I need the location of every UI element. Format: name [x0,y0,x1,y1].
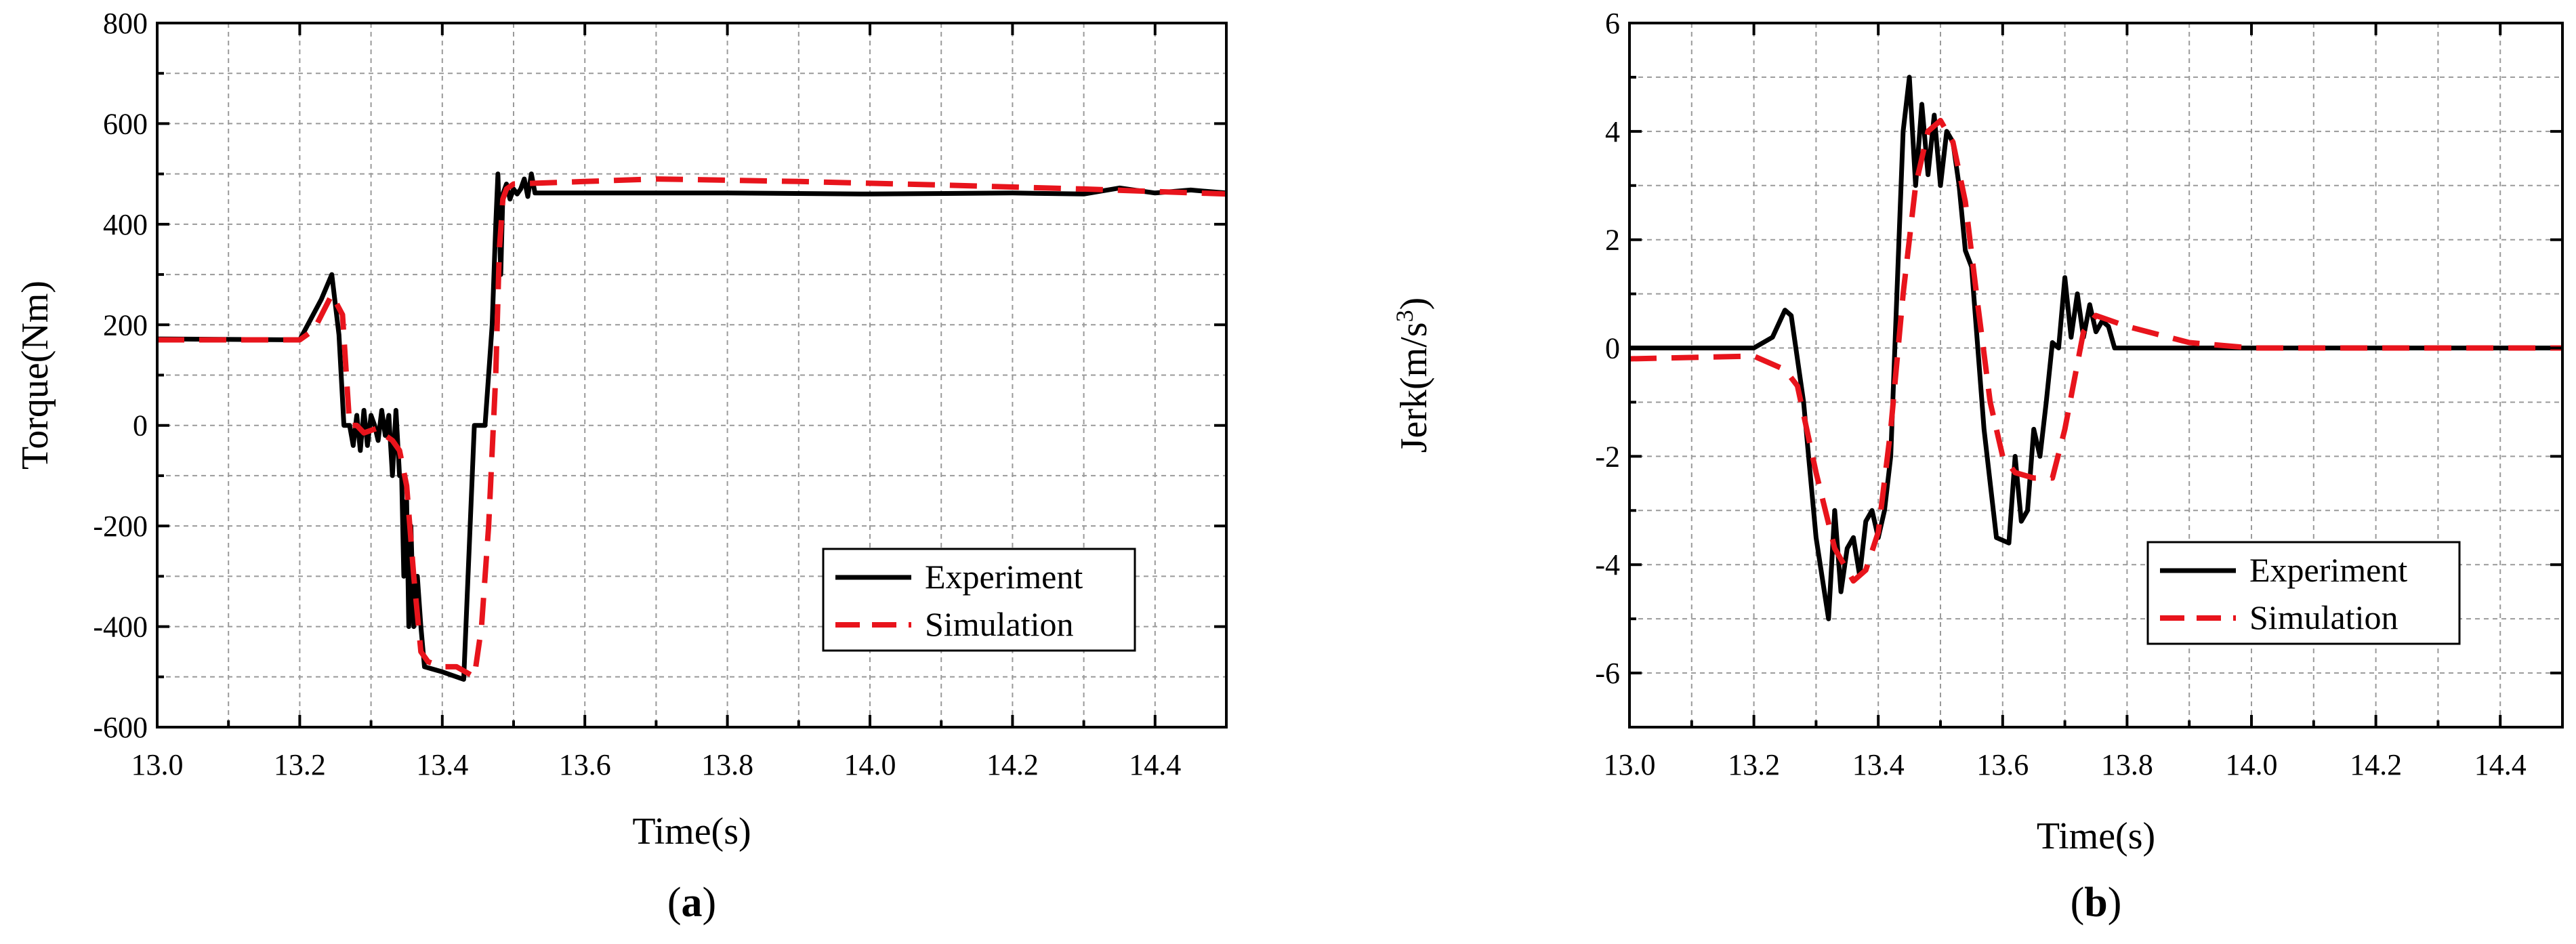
panel-a-y-tick-label: 400 [103,208,148,241]
panel-a-x-axis-title: Time(s) [632,810,751,853]
panel-a-x-tick-label: 14.0 [844,748,896,781]
panel-a-x-tick-label: 13.0 [131,748,184,781]
panel-b-legend: Experiment Simulation [2146,541,2461,645]
panel-a-y-tick-label: 0 [133,409,148,443]
panel-a-series-simulation [157,176,1227,680]
panel-b-x-tick-labels: 13.0 13.2 13.4 13.6 13.8 14.0 14.2 14.4 [1604,748,2527,781]
panel-b-legend-label-simulation: Simulation [2249,598,2398,636]
panel-b-series-experiment [1629,75,2562,621]
panel-b-x-tick-label: 14.4 [2474,748,2527,781]
panel-b-x-tick-label: 14.2 [2350,748,2402,781]
panel-a-y-tick-labels: -600 -400 -200 0 200 400 600 800 [93,7,148,744]
panel-b-x-axis-title: Time(s) [2037,815,2155,857]
panel-b-y-tick-label: -4 [1595,548,1620,581]
panel-a-x-tick-labels: 13.0 13.2 13.4 13.6 13.8 14.0 14.2 14.4 [131,748,1182,781]
panel-b-x-tick-label: 13.2 [1728,748,1780,781]
panel-a-label: (a) [667,880,716,926]
panel-a-series-experiment [157,171,1227,682]
panel-b-y-tick-labels: -6 -4 -2 0 2 4 6 [1595,7,1620,690]
panel-a-legend: Experiment Simulation [822,548,1136,652]
panel-a-y-tick-label: 800 [103,7,148,40]
panel-b-x-tick-label: 13.0 [1604,748,1656,781]
panel-a-ticks [156,22,1226,728]
panel-a-legend-label-simulation: Simulation [925,605,1073,643]
panel-b-label-letter: b [2084,880,2107,926]
panel-a-y-axis-title: Torque(Nm) [14,281,56,470]
panel-b-jerk: 13.0 13.2 13.4 13.6 13.8 14.0 14.2 14.4 -6 -4 -2 0… [1391,7,2564,926]
panel-b-x-tick-label: 13.8 [2101,748,2153,781]
panel-a-x-tick-label: 14.2 [986,748,1039,781]
panel-b-y-tick-label: -6 [1595,657,1620,690]
panel-b-y-axis-title-sup: 3 [1391,310,1418,322]
panel-b-label: (b) [2071,880,2122,926]
panel-a-y-tick-label: -200 [93,510,148,543]
panel-a-x-tick-label: 14.4 [1129,748,1181,781]
panel-b-y-tick-label: 4 [1605,115,1620,148]
panel-b-legend-box [2146,541,2461,645]
panel-b-y-tick-label: 2 [1605,224,1620,257]
panel-a-torque: 13.0 13.2 13.4 13.6 13.8 14.0 14.2 14.4 -600 -40… [14,7,1228,926]
panel-b-x-tick-label: 13.6 [1976,748,2029,781]
panel-a-legend-box [822,548,1136,652]
panel-b-y-tick-label: -2 [1595,440,1620,473]
panel-b-series [1629,75,2562,621]
panel-b-ticks [1628,22,2562,727]
panel-b-x-tick-label: 14.0 [2226,748,2278,781]
panel-a-label-letter: a [682,880,703,926]
panel-b-y-axis-title-main: Jerk(m/s [1393,322,1435,453]
panel-b-y-tick-label: 0 [1605,332,1620,365]
panel-a-series [157,171,1227,682]
panel-b-x-tick-label: 13.4 [1852,748,1905,781]
panel-a-x-tick-label: 13.6 [559,748,611,781]
panel-a-y-tick-label: 600 [103,107,148,140]
panel-a-y-tick-label: -400 [93,611,148,644]
panel-a-legend-label-experiment: Experiment [925,558,1083,596]
panel-b-series-simulation [1629,117,2562,584]
panel-b-plot-frame [1628,22,2564,728]
panel-a-y-tick-label: 200 [103,308,148,342]
panel-a-y-tick-label: -600 [93,711,148,744]
panel-b-y-tick-label: 6 [1605,7,1620,40]
panel-a-x-tick-label: 13.8 [701,748,753,781]
panel-b-y-axis-title-close: ) [1393,297,1435,310]
panel-b-legend-label-experiment: Experiment [2249,551,2407,589]
panel-a-x-tick-label: 13.4 [416,748,468,781]
panel-b-y-axis-title: Jerk(m/s3) [1391,297,1435,453]
panel-a-grid [157,23,1226,727]
panel-a-x-tick-label: 13.2 [274,748,326,781]
